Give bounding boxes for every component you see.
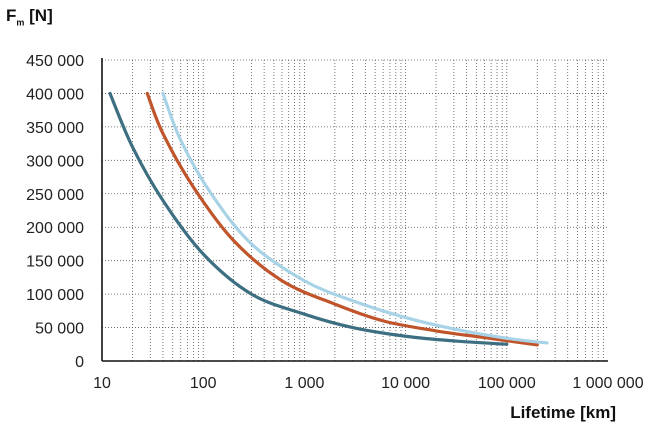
- y-tick-label: 350 000: [26, 120, 84, 137]
- y-tick-label: 100 000: [26, 287, 84, 304]
- y-axis-label-main: F: [6, 6, 17, 25]
- x-tick-label: 10 000: [381, 375, 430, 392]
- y-axis-label-unit: [N]: [24, 6, 53, 25]
- y-tick-label: 150 000: [26, 254, 84, 271]
- y-axis-label: Fm [N]: [6, 6, 53, 27]
- series-line-2: [145, 91, 539, 347]
- y-tick-label: 0: [75, 354, 84, 371]
- x-axis-label: Lifetime [km]: [510, 403, 616, 422]
- y-tick-label: 200 000: [26, 220, 84, 237]
- y-tick-label: 300 000: [26, 153, 84, 170]
- series-line-3: [161, 91, 549, 345]
- series-line-1: [108, 91, 509, 346]
- y-axis-label-sub: m: [16, 17, 25, 28]
- y-tick-label: 250 000: [26, 187, 84, 204]
- x-tick-label: 100: [190, 375, 217, 392]
- x-tick-label: 1 000: [284, 375, 324, 392]
- y-tick-label: 50 000: [35, 321, 84, 338]
- x-tick-label: 10: [93, 375, 111, 392]
- y-tick-label: 450 000: [26, 53, 84, 70]
- y-tick-label: 400 000: [26, 86, 84, 103]
- x-tick-label: 100 000: [478, 375, 536, 392]
- x-tick-label: 1 000 000: [572, 375, 643, 392]
